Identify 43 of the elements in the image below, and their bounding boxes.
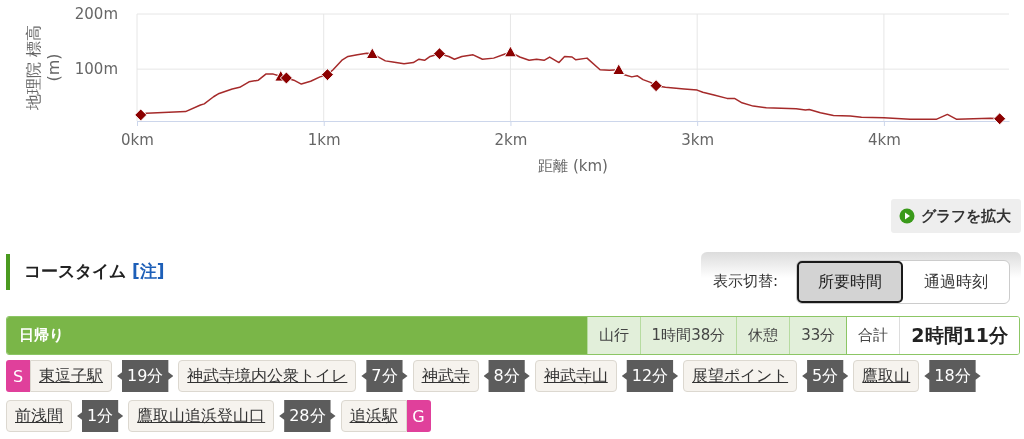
y-tick-label: 200m [74,5,118,24]
x-axis-title: 距離 (km) [538,157,608,175]
point [279,71,293,85]
x-tick-label: 0km [121,130,154,149]
enlarge-button: グラフを拡大 [891,199,1021,233]
point [432,47,446,61]
point [612,63,626,76]
point [503,45,517,58]
point [134,108,148,122]
x-tick-label: 1km [307,130,341,149]
time-tag: 19分 [117,360,174,392]
time-tag: 5分 [802,360,849,392]
y-tick-label: 100m [74,60,118,79]
time-tag: 18分 [924,360,981,392]
summary-table: 日帰り 山行 1時間38分 休憩 33分 合計 2時間11分 [6,316,1020,355]
toggle-panel: 表示切替: 所要時間 通過時刻 [701,252,1021,304]
place-tag: 前浅間 [6,400,72,432]
place-tag: 鷹取山 [853,360,920,392]
place-tag: 神武寺 [412,360,479,392]
x-tick-label: 4km [867,130,901,149]
time-tag: 8分 [483,360,530,392]
x-tick-label: 2km [494,130,528,149]
point [320,68,334,82]
toggle-switch: 所要時間 通過時刻 [796,260,1010,304]
y-axis-title: 地理院 標高 (m) [24,24,63,112]
place-tag: 追浜駅 [340,400,407,432]
point [649,79,663,93]
point [993,112,1007,126]
time-tag: 12分 [621,360,679,392]
x-tick-label: 3km [681,130,715,149]
time-tag: 1分 [77,400,124,432]
place-tag: 神武寺山 [534,360,617,392]
place-tag: 鷹取山追浜登山口 [128,400,275,432]
place-tag: 東逗子駅 [30,360,112,392]
text: [注] [132,261,165,281]
place-tag: 神武寺境内公衆トイレ [178,360,357,392]
place-tag: 展望ポイント [683,360,798,392]
time-tag: 7分 [361,360,408,392]
point [365,47,379,60]
time-tag: 28分 [279,400,336,432]
goal-badge: G [406,400,431,432]
start-badge: S [6,360,30,392]
text: コースタイム [24,261,126,281]
